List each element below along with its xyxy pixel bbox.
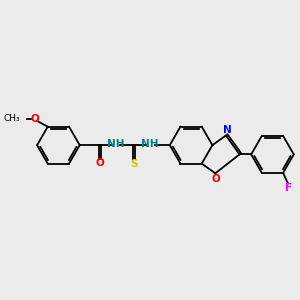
Text: O: O bbox=[31, 114, 40, 124]
Text: O: O bbox=[96, 158, 104, 168]
Text: NH: NH bbox=[107, 139, 124, 149]
Text: N: N bbox=[223, 125, 231, 135]
Text: F: F bbox=[285, 183, 292, 193]
Text: NH: NH bbox=[141, 139, 158, 149]
Text: O: O bbox=[212, 174, 221, 184]
Text: CH₃: CH₃ bbox=[3, 115, 20, 124]
Text: S: S bbox=[130, 159, 138, 169]
